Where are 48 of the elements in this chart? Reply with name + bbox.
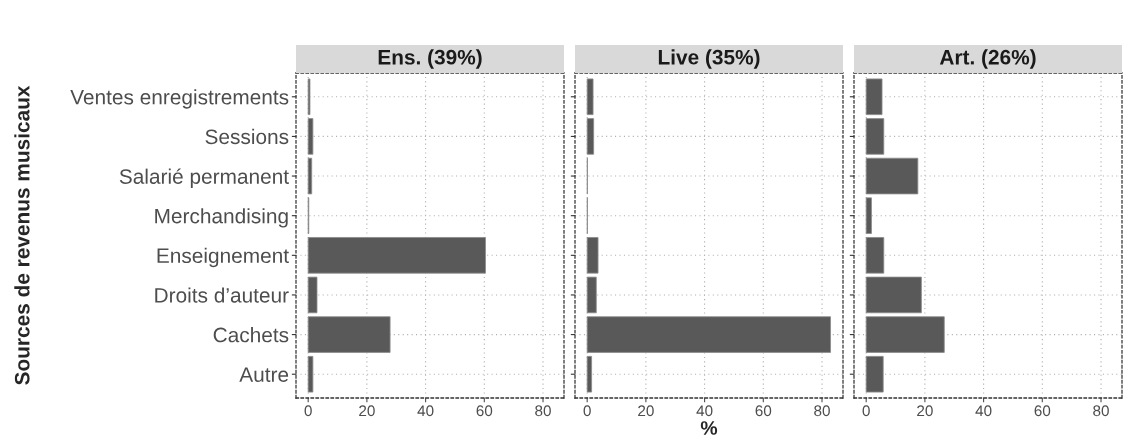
y-tick-label: Droits d’auteur (155, 287, 289, 303)
x-tick-label: 60 (476, 405, 493, 417)
x-tick-label: 20 (917, 405, 933, 417)
bar (307, 237, 486, 274)
bar (586, 355, 592, 393)
bar (586, 118, 595, 155)
y-axis-title: Sources de revenus musicaux (14, 85, 30, 385)
bar (865, 316, 945, 353)
bar (307, 276, 318, 314)
chart-title: Ens. (39%) (378, 49, 482, 69)
bar (586, 276, 597, 314)
x-tick-label: 80 (535, 405, 551, 417)
chart-title: Art. (26%) (939, 49, 1036, 69)
bar (307, 355, 314, 393)
y-tick-label: Salarié permanent (119, 168, 289, 189)
x-tick-label: 60 (1034, 405, 1051, 417)
bar (865, 197, 872, 234)
bar (865, 237, 885, 274)
x-tick-label: 40 (975, 405, 992, 417)
bar (307, 157, 313, 195)
x-tick-label: 0 (583, 405, 591, 417)
x-tick-label: 80 (814, 405, 830, 417)
x-tick-label: 20 (638, 405, 654, 417)
y-tick-label: Merchandising (155, 208, 288, 228)
x-tick-label: 40 (417, 405, 434, 417)
x-tick-label: 80 (1093, 405, 1109, 417)
bar (586, 237, 599, 274)
y-tick-label: Cachets (213, 327, 289, 343)
y-tick-label: Ventes enregistrements (70, 89, 289, 109)
bar (586, 316, 831, 353)
bar (307, 118, 314, 155)
x-tick-label: 20 (359, 405, 375, 417)
x-tick-label: 60 (755, 405, 772, 417)
bar (586, 78, 594, 116)
chart-title: Live (35%) (658, 49, 760, 69)
x-tick-label: 0 (304, 405, 312, 417)
bar (865, 78, 883, 116)
bar (865, 118, 885, 155)
x-tick-label: 40 (696, 405, 713, 417)
x-tick-label: 0 (862, 405, 870, 417)
y-tick-label: Sessions (205, 128, 289, 145)
bar (865, 157, 919, 195)
x-axis-title: % (700, 421, 718, 435)
bar (865, 276, 922, 314)
bar (865, 355, 884, 393)
y-tick-label: Autre (239, 367, 289, 382)
y-tick-label: Enseignement (157, 247, 289, 268)
bar (307, 316, 391, 353)
